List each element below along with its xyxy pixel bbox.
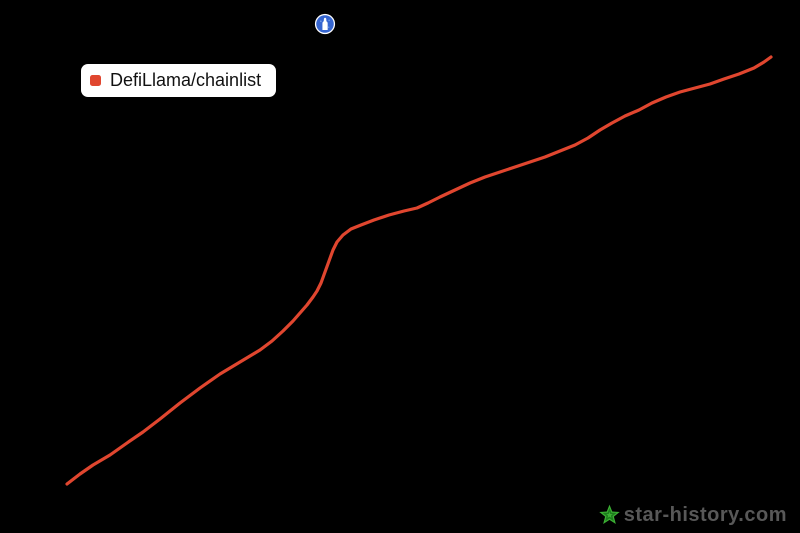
star-shape (599, 504, 620, 524)
defillama-llama-avatar-icon (322, 17, 328, 30)
star-inner-detail (602, 507, 617, 522)
legend: DefiLlama/chainlist (81, 64, 277, 97)
legend-series-label: DefiLlama/chainlist (110, 70, 262, 90)
legend-series-marker (90, 75, 101, 86)
star-history-logo-icon (599, 504, 620, 524)
watermark-text: star-history.com (623, 504, 787, 526)
repo-avatar[interactable] (314, 13, 336, 35)
star-count-series-line (65, 55, 773, 486)
watermark-link[interactable]: star-history.com (597, 503, 787, 528)
avatar-sparkle (328, 19, 330, 22)
avatar-sparkle (327, 26, 330, 28)
avatar-sparkle (320, 20, 322, 23)
